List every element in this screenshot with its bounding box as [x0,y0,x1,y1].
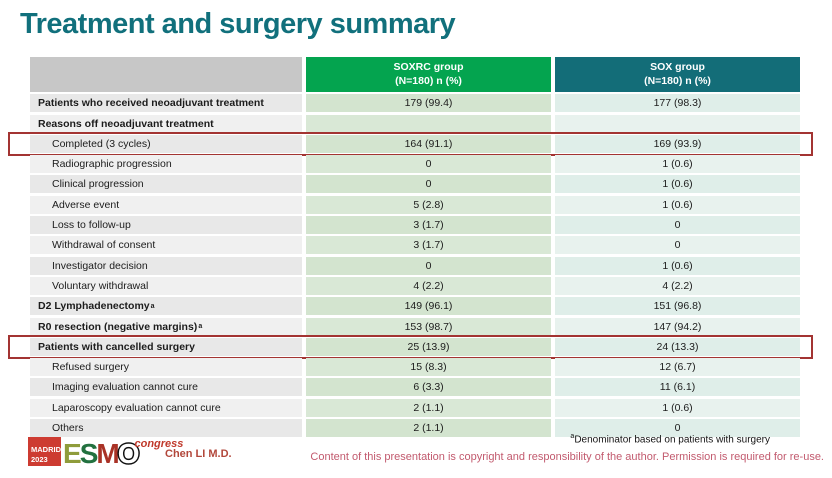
table-row: Reasons off neoadjuvant treatment [30,114,800,133]
row-label: Radiographic progression [30,155,302,174]
cell-sox: 147 (94.2) [555,317,800,336]
row-label: Patients who received neoadjuvant treatm… [30,94,302,113]
row-label: Completed (3 cycles) [30,134,302,153]
congress-label: congress [134,438,184,450]
sox-group-n: (N=180) n (%) [644,74,711,87]
row-label: Refused surgery [30,358,302,377]
table-row: Patients with cancelled surgery 25 (13.9… [8,334,813,359]
cell-soxrc: 2 (1.1) [306,398,551,417]
table-row: Investigator decision 0 1 (0.6) [30,256,800,275]
cell-sox: 0 [555,419,800,438]
footnote-marker: a [570,433,575,440]
table-footnote: aDenominator based on patients with surg… [570,433,770,445]
table-row: Voluntary withdrawal 4 (2.2) 4 (2.2) [30,276,800,295]
cell-soxrc [306,114,551,133]
table-row: D2 Lymphadenectomy a 149 (96.1) 151 (96.8… [30,297,800,316]
cell-soxrc: 25 (13.9) [306,337,551,356]
table-row: Clinical progression 0 1 (0.6) [30,175,800,194]
row-label: Voluntary withdrawal [30,276,302,295]
table-body: Patients who received neoadjuvant treatm… [8,94,813,438]
esmo-congress-logo: MADRID 2023 ESMO congress [28,437,186,468]
table-row: Withdrawal of consent 3 (1.7) 0 [30,236,800,255]
cell-sox: 12 (6.7) [555,358,800,377]
cell-sox: 24 (13.3) [555,337,800,356]
row-label: Withdrawal of consent [30,236,302,255]
row-label: Imaging evaluation cannot cure [30,378,302,397]
row-label: Clinical progression [30,175,302,194]
madrid-2023-badge: MADRID 2023 [28,437,61,466]
cell-sox: 1 (0.6) [555,175,800,194]
cell-soxrc: 3 (1.7) [306,216,551,235]
cell-soxrc: 149 (96.1) [306,297,551,316]
cell-soxrc: 0 [306,155,551,174]
presenter-name: Chen LI M.D. [165,448,232,460]
cell-sox: 169 (93.9) [555,134,800,153]
cell-sox: 0 [555,236,800,255]
table-row: Adverse event 5 (2.8) 1 (0.6) [30,195,800,214]
cell-soxrc: 179 (99.4) [306,94,551,113]
cell-sox [555,114,800,133]
cell-soxrc: 164 (91.1) [306,134,551,153]
logo-city: MADRID [31,445,61,455]
cell-soxrc: 15 (8.3) [306,358,551,377]
table-row: Loss to follow-up 3 (1.7) 0 [30,216,800,235]
cell-sox: 151 (96.8) [555,297,800,316]
cell-sox: 1 (0.6) [555,195,800,214]
footnote-text: Denominator based on patients with surge… [574,434,770,446]
table-row: Radiographic progression 0 1 (0.6) [30,155,800,174]
table-row: Completed (3 cycles) 164 (91.1) 169 (93.… [8,131,813,156]
table-header-row: SOXRC group (N=180) n (%) SOX group (N=1… [30,57,800,92]
cell-soxrc: 4 (2.2) [306,276,551,295]
soxrc-group-n: (N=180) n (%) [395,74,462,87]
cell-sox: 4 (2.2) [555,276,800,295]
soxrc-group-name: SOXRC group [393,60,464,73]
table-row: Others 2 (1.1) 0 [30,419,800,438]
row-label: Reasons off neoadjuvant treatment [30,114,302,133]
cell-sox: 11 (6.1) [555,378,800,397]
cell-sox: 1 (0.6) [555,398,800,417]
table-row: Refused surgery 15 (8.3) 12 (6.7) [30,358,800,377]
cell-soxrc: 153 (98.7) [306,317,551,336]
sox-group-name: SOX group [650,60,705,73]
cell-sox: 0 [555,216,800,235]
page-title: Treatment and surgery summary [20,8,456,40]
row-label: Loss to follow-up [30,216,302,235]
table-row: Patients who received neoadjuvant treatm… [30,94,800,113]
cell-soxrc: 3 (1.7) [306,236,551,255]
row-label: Laparoscopy evaluation cannot cure [30,398,302,417]
row-label: Investigator decision [30,256,302,275]
row-label: Adverse event [30,195,302,214]
header-empty-cell [30,57,302,92]
row-label: R0 resection (negative margins) a [30,317,302,336]
table-row: R0 resection (negative margins) a 153 (98… [30,317,800,336]
logo-year: 2023 [31,454,48,464]
cell-soxrc: 5 (2.8) [306,195,551,214]
table-row: Imaging evaluation cannot cure 6 (3.3) 1… [30,378,800,397]
row-label: Patients with cancelled surgery [30,337,302,356]
table-row: Laparoscopy evaluation cannot cure 2 (1.… [30,398,800,417]
cell-sox: 1 (0.6) [555,155,800,174]
cell-soxrc: 2 (1.1) [306,419,551,438]
row-label: D2 Lymphadenectomy a [30,297,302,316]
summary-table: SOXRC group (N=180) n (%) SOX group (N=1… [8,57,813,438]
header-soxrc-group: SOXRC group (N=180) n (%) [306,57,551,92]
cell-soxrc: 0 [306,256,551,275]
row-label: Others [30,419,302,438]
cell-sox: 177 (98.3) [555,94,800,113]
header-sox-group: SOX group (N=180) n (%) [555,57,800,92]
esmo-wordmark: ESMO [63,438,139,469]
cell-sox: 1 (0.6) [555,256,800,275]
copyright-notice: Content of this presentation is copyrigh… [310,451,824,463]
cell-soxrc: 0 [306,175,551,194]
cell-soxrc: 6 (3.3) [306,378,551,397]
